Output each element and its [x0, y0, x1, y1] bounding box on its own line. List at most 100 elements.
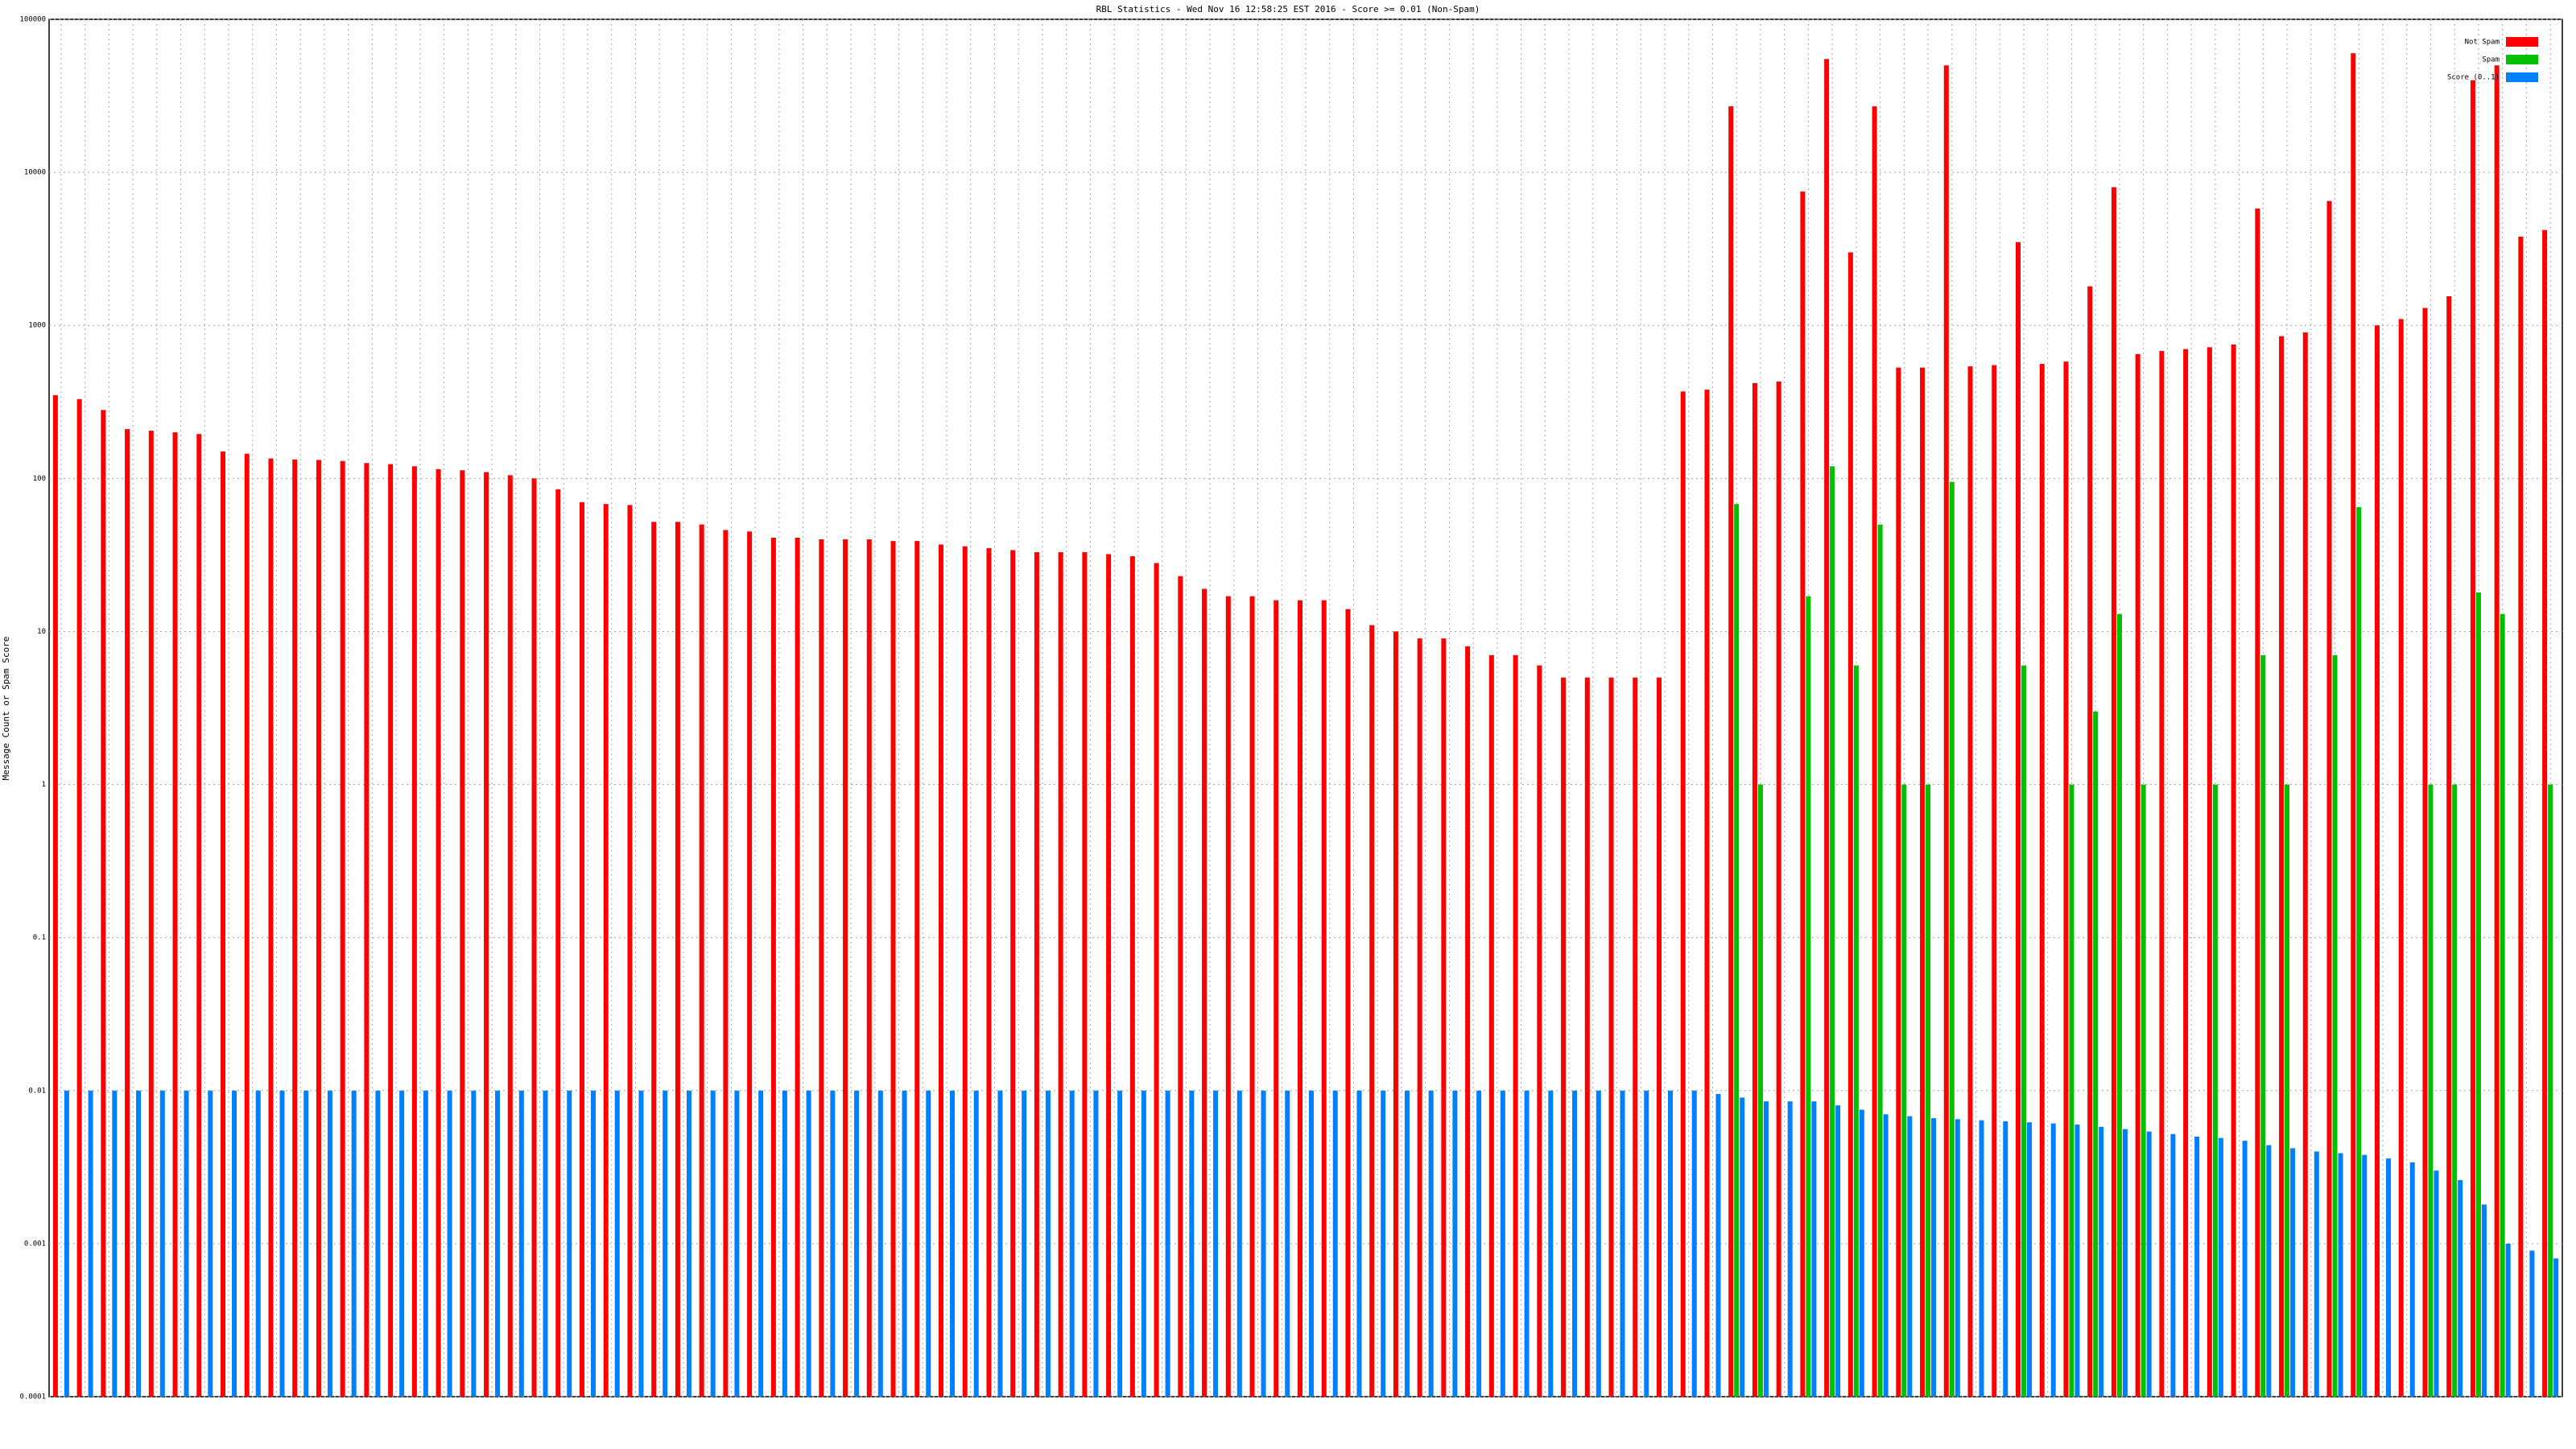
bar [2116, 613, 2122, 1397]
bar [2481, 1204, 2487, 1397]
bar [1763, 1101, 1769, 1397]
bar [1285, 1090, 1290, 1397]
bar [1213, 1090, 1219, 1397]
bar [2518, 236, 2524, 1397]
bar [1691, 1090, 1697, 1397]
bar [890, 541, 896, 1397]
bar [1584, 677, 1590, 1397]
bar [1298, 600, 1302, 1397]
bar [1537, 665, 1542, 1397]
bar [2255, 208, 2260, 1397]
bar [2332, 654, 2338, 1397]
bar [1835, 1105, 1841, 1397]
bar [2356, 506, 2362, 1397]
bar [411, 466, 417, 1397]
bar [1811, 1101, 1817, 1397]
bar [1465, 646, 1471, 1397]
bar [902, 1090, 907, 1397]
bar [819, 539, 824, 1397]
bar [196, 434, 202, 1397]
bar [1178, 576, 1183, 1397]
bar [877, 1090, 883, 1397]
bar [1356, 1090, 1362, 1397]
bar [1680, 391, 1686, 1397]
bar [388, 464, 394, 1397]
bar [710, 1090, 716, 1397]
y-tick-label: 0.1 [33, 934, 46, 942]
bar [436, 469, 441, 1397]
bar [914, 541, 920, 1397]
bar [244, 453, 250, 1397]
bar [1955, 1119, 1960, 1397]
bar [1734, 504, 1740, 1397]
bar [268, 458, 274, 1397]
bar [1189, 1090, 1195, 1397]
bar [580, 502, 584, 1397]
bar [638, 1090, 644, 1397]
bar [2458, 1179, 2463, 1397]
bar [1141, 1090, 1146, 1397]
bar [1165, 1090, 1170, 1397]
bar [1476, 1090, 1482, 1397]
bar [76, 398, 82, 1397]
bar [2231, 344, 2236, 1397]
bar [1082, 551, 1088, 1397]
bar [1608, 677, 1614, 1397]
bar [2159, 351, 2165, 1397]
bar [2428, 784, 2434, 1397]
bar [2242, 1141, 2248, 1397]
legend-swatch [2506, 37, 2538, 47]
bar [1787, 1101, 1793, 1397]
bar [2452, 784, 2458, 1397]
bar [2500, 613, 2505, 1397]
bar [2542, 229, 2548, 1397]
bar [112, 1090, 118, 1397]
bar [723, 530, 729, 1397]
bar [1931, 1118, 1937, 1397]
bar [423, 1090, 428, 1397]
bar [2326, 200, 2332, 1397]
bar [1859, 1109, 1864, 1397]
bar [973, 1090, 979, 1397]
bar [1488, 654, 1494, 1397]
bar [64, 1090, 69, 1397]
bar [1830, 466, 1835, 1397]
bar [340, 460, 345, 1397]
bar [962, 546, 968, 1397]
bar [159, 1090, 165, 1397]
bar [1500, 1090, 1505, 1397]
bar [2207, 347, 2212, 1397]
bar [2016, 242, 2021, 1397]
bar [1668, 1090, 1673, 1397]
bar [375, 1090, 381, 1397]
bar [770, 537, 776, 1397]
bar [1513, 654, 1518, 1397]
legend-label: Score (0..1) [2447, 74, 2500, 82]
bar [1896, 367, 1901, 1397]
bar [2446, 296, 2452, 1397]
bar [2074, 1124, 2080, 1397]
bar [567, 1090, 572, 1397]
bar [1236, 1090, 1242, 1397]
y-tick-label: 10000 [24, 169, 46, 177]
bar [1596, 1090, 1601, 1397]
bar [172, 432, 178, 1397]
bar [279, 1090, 285, 1397]
bar [2362, 1154, 2368, 1397]
bar [1274, 600, 1279, 1397]
bar [2140, 784, 2146, 1397]
bar [447, 1090, 452, 1397]
bar [1106, 554, 1112, 1397]
bar [1045, 1090, 1051, 1397]
y-axis-label: Message Count or Spam Score [1, 637, 11, 781]
bar [1967, 366, 1973, 1397]
bar [1877, 524, 1883, 1397]
bar [627, 505, 633, 1397]
bar [1992, 365, 1997, 1397]
bar [1800, 191, 1806, 1397]
bar [2302, 332, 2308, 1397]
bar [2027, 1122, 2032, 1397]
bar [2529, 1250, 2535, 1397]
y-tick-label: 0.01 [28, 1087, 46, 1095]
